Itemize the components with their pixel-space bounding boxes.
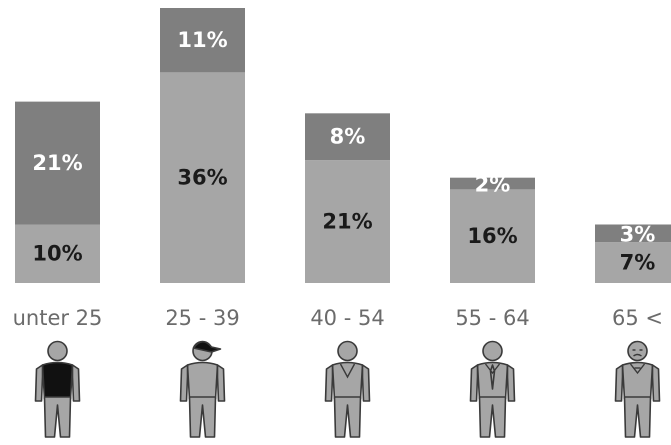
bar-segment-upper-2 (305, 113, 390, 161)
bars-layer (15, 8, 671, 284)
bar-segment-upper-3 (450, 177, 535, 190)
bar-segment-upper-0 (15, 101, 100, 225)
bar-segment-upper-4 (595, 224, 671, 243)
segment-label-upper-3: 2% (475, 173, 511, 197)
segment-label-upper-1: 11% (177, 28, 227, 52)
category-label-4: 65 < (612, 306, 663, 330)
person-senior-icon (614, 340, 661, 438)
segment-label-upper-0: 21% (32, 151, 82, 175)
segment-label-lower-3: 16% (467, 224, 517, 248)
person-tie-icon (469, 340, 516, 438)
segment-label-upper-2: 8% (330, 125, 366, 149)
category-label-2: 40 - 54 (310, 306, 384, 330)
segment-label-lower-2: 21% (322, 210, 372, 234)
bar-segment-lower-2 (305, 160, 390, 283)
person-young-icon (34, 340, 81, 438)
category-label-3: 55 - 64 (455, 306, 529, 330)
category-label-0: unter 25 (13, 306, 103, 330)
person-cap-icon (179, 340, 226, 438)
person-adult-icon (324, 340, 371, 438)
bar-segment-upper-1 (160, 8, 245, 73)
segment-label-lower-4: 7% (620, 251, 656, 275)
figures-layer (34, 340, 661, 438)
bar-segment-lower-1 (160, 72, 245, 284)
bar-segment-lower-4 (595, 242, 671, 283)
segment-labels-layer: 10% 21% 36% 11% 21% 8% 16% 2% 7% 3% (32, 28, 655, 274)
bar-segment-lower-3 (450, 189, 535, 283)
bar-segment-lower-0 (15, 224, 100, 283)
category-label-1: 25 - 39 (165, 306, 239, 330)
category-labels-layer: unter 25 25 - 39 40 - 54 55 - 64 65 < (13, 306, 663, 330)
segment-label-lower-1: 36% (177, 166, 227, 190)
segment-label-lower-0: 10% (32, 242, 82, 266)
segment-label-upper-4: 3% (620, 222, 656, 246)
